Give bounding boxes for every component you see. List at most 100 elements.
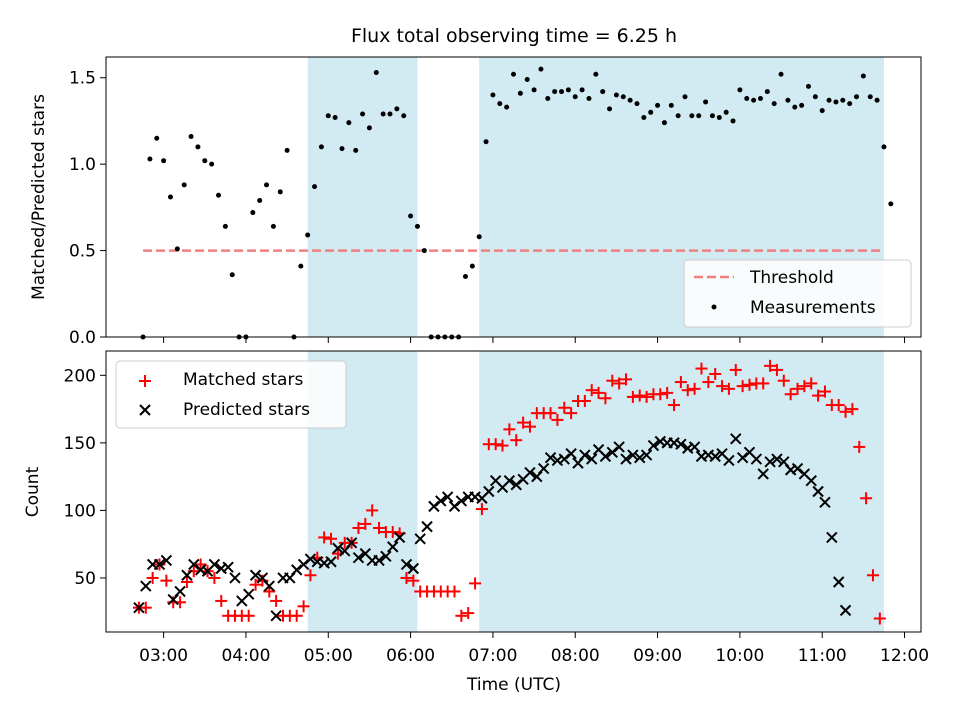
measurement-point — [366, 125, 372, 131]
matched-star-point — [462, 607, 475, 620]
measurement-point — [709, 113, 715, 119]
predicted-star-point — [805, 474, 817, 487]
x-tick-label: 11:00 — [798, 646, 847, 666]
measurement-point — [703, 99, 709, 105]
matched-star-point — [290, 609, 303, 622]
matched-stars-legend-swatch — [139, 375, 151, 387]
matched-star-point — [565, 407, 578, 420]
matched-star-point — [722, 382, 735, 395]
top-panel-legend: Threshold Measurements — [683, 259, 912, 328]
matched-star-point — [832, 399, 845, 412]
predicted-star-point — [174, 585, 186, 598]
matched-star-point — [599, 392, 612, 405]
measurement-point — [325, 113, 331, 119]
measurement-point — [257, 197, 263, 203]
legend-frame — [683, 259, 912, 328]
measurement-point — [675, 113, 681, 119]
predicted-star-point — [291, 564, 303, 576]
measurement-point — [346, 120, 352, 126]
predicted-star-point — [188, 558, 200, 571]
matched-star-point — [455, 609, 468, 622]
measurement-point — [757, 95, 763, 101]
measurement-point — [655, 102, 661, 108]
predicted-stars-series — [133, 433, 852, 622]
predicted-star-point — [640, 449, 653, 461]
predicted-star-point — [723, 454, 735, 467]
measurement-point — [751, 97, 757, 103]
measurement-point — [730, 118, 736, 124]
measurement-point — [860, 73, 866, 79]
y-tick-label: 0.5 — [69, 242, 96, 262]
predicted-star-point — [229, 572, 241, 584]
predicted-star-point — [414, 533, 426, 545]
measurement-point — [627, 97, 633, 103]
matched-star-point — [304, 569, 317, 582]
matched-star-point — [798, 380, 811, 393]
bottom-panel-observing-windows — [307, 351, 884, 632]
measurement-point — [305, 232, 311, 238]
matched-stars-legend-label: Matched stars — [183, 370, 303, 390]
measurement-point — [394, 106, 400, 112]
x-tick-label: 06:00 — [386, 646, 435, 666]
matched-star-point — [359, 517, 372, 530]
bottom-panel: 50 100 150 200 03:00 04:00 05:00 06:00 07:00 08:… — [23, 350, 929, 695]
predicted-star-point — [181, 569, 193, 581]
predicted-star-point — [332, 542, 344, 554]
matched-star-point — [523, 420, 536, 433]
matched-star-point — [757, 377, 770, 390]
x-tick-label: 07:00 — [468, 646, 517, 666]
measurement-point — [867, 94, 873, 100]
predicted-star-point — [435, 495, 447, 507]
measurement-point — [312, 184, 318, 190]
measurement-point — [483, 139, 489, 145]
matched-star-point — [208, 571, 221, 584]
predicted-star-point — [599, 450, 612, 463]
measurement-point — [154, 135, 160, 141]
matched-star-point — [626, 390, 639, 403]
measurements-legend-swatch — [711, 304, 717, 310]
top-panel: 0.0 0.5 1.0 1.5 Matched/Predicted stars Thr… — [29, 56, 922, 348]
matched-star-point — [578, 394, 591, 407]
matched-star-point — [866, 569, 879, 582]
matched-star-point — [160, 574, 173, 587]
matched-star-point — [613, 377, 626, 390]
bottom-panel-y-ticks: 50 100 150 200 — [64, 366, 106, 589]
predicted-star-point — [627, 449, 639, 461]
predicted-star-point — [345, 537, 358, 549]
measurement-point — [298, 263, 304, 269]
predicted-star-point — [634, 452, 646, 464]
matched-star-point — [839, 405, 852, 418]
x-tick-label: 08:00 — [551, 646, 600, 666]
measurement-point — [723, 109, 729, 115]
measurement-point — [277, 189, 283, 195]
measurement-point — [881, 144, 887, 150]
measurement-point — [696, 113, 702, 119]
measurement-point — [462, 274, 468, 280]
measurement-point — [792, 104, 798, 110]
matched-star-point — [709, 367, 722, 380]
measurement-point — [579, 87, 585, 93]
predicted-star-point — [222, 561, 234, 573]
predicted-star-point — [544, 452, 557, 464]
matched-star-point — [729, 363, 742, 376]
matched-star-point — [558, 401, 571, 414]
measurement-point — [284, 147, 290, 153]
predicted-star-point — [153, 558, 166, 571]
matched-star-point — [620, 373, 633, 386]
matched-star-point — [551, 413, 564, 426]
matched-star-point — [681, 384, 694, 397]
y-tick-label: 1.5 — [69, 69, 96, 89]
measurement-point — [531, 87, 537, 93]
predicted-star-point — [819, 496, 831, 509]
predicted-star-point — [400, 558, 413, 571]
measurement-point — [250, 210, 256, 216]
y-tick-label: 150 — [64, 434, 96, 454]
predicted-star-point — [503, 474, 516, 487]
measurement-point — [689, 113, 695, 119]
matched-star-point — [702, 376, 715, 389]
measurement-point — [593, 71, 599, 77]
measurement-point — [716, 114, 722, 120]
predicted-star-point — [647, 439, 660, 452]
measurement-point — [195, 144, 201, 150]
measurement-point — [661, 120, 667, 126]
